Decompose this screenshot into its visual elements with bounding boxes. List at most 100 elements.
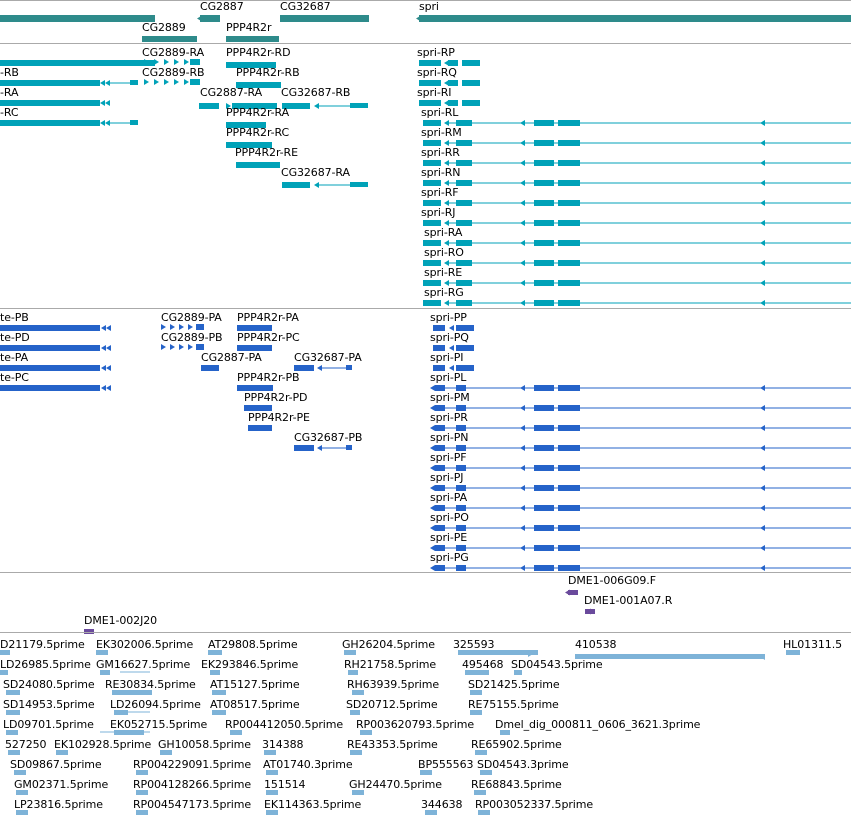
exon-block[interactable] bbox=[534, 120, 554, 126]
exon-block[interactable] bbox=[423, 140, 441, 146]
exon-block[interactable] bbox=[534, 260, 554, 266]
feature-label[interactable]: CG32687-PB bbox=[294, 431, 363, 444]
est-block[interactable] bbox=[350, 710, 360, 715]
feature-label[interactable]: spri-PM bbox=[430, 391, 470, 404]
exon-block[interactable] bbox=[456, 385, 466, 391]
exon-block[interactable] bbox=[237, 385, 273, 391]
est-label[interactable]: AT08517.5prime bbox=[210, 698, 300, 711]
feature-label[interactable]: CG2887-PA bbox=[201, 351, 262, 364]
exon-block[interactable] bbox=[448, 80, 458, 86]
gene-block[interactable] bbox=[142, 36, 197, 42]
est-block[interactable] bbox=[360, 730, 372, 735]
exon-block[interactable] bbox=[0, 385, 100, 391]
exon-block[interactable] bbox=[456, 160, 472, 166]
exon-block[interactable] bbox=[534, 405, 554, 411]
est-block[interactable] bbox=[8, 750, 20, 755]
exon-block[interactable] bbox=[456, 180, 472, 186]
exon-block[interactable] bbox=[433, 345, 445, 351]
exon-block[interactable] bbox=[462, 325, 474, 331]
exon-block[interactable] bbox=[435, 465, 445, 471]
exon-block[interactable] bbox=[534, 445, 554, 451]
exon-block[interactable] bbox=[534, 385, 554, 391]
exon-block[interactable] bbox=[435, 425, 445, 431]
exon-block[interactable] bbox=[0, 60, 100, 66]
exon-block[interactable] bbox=[534, 200, 554, 206]
exon-block[interactable] bbox=[100, 60, 155, 66]
est-label[interactable]: RP004229091.5prime bbox=[133, 758, 252, 771]
exon-block[interactable] bbox=[558, 465, 580, 471]
est-block[interactable] bbox=[470, 710, 482, 715]
feature-label[interactable]: spri-RR bbox=[421, 146, 460, 159]
est-block[interactable] bbox=[212, 710, 226, 715]
est-block[interactable] bbox=[0, 650, 10, 655]
exon-block[interactable] bbox=[435, 525, 445, 531]
feature-label[interactable]: CG2889-PB bbox=[161, 331, 223, 344]
exon-block[interactable] bbox=[190, 59, 200, 65]
feature-label[interactable]: spri-PE bbox=[430, 531, 468, 544]
est-block[interactable] bbox=[465, 670, 489, 675]
est-label[interactable]: SD04543.5prime bbox=[511, 658, 603, 671]
feature-label[interactable]: spri-RN bbox=[421, 166, 461, 179]
exon-block[interactable] bbox=[462, 80, 480, 86]
feature-label[interactable]: spri-RI bbox=[417, 86, 452, 99]
est-label[interactable]: SD09867.5prime bbox=[10, 758, 102, 771]
gene-block[interactable] bbox=[419, 15, 851, 22]
clone-label[interactable]: DME1-002J20 bbox=[84, 614, 158, 627]
est-label[interactable]: RE30834.5prime bbox=[105, 678, 196, 691]
feature-label[interactable]: spri-PI bbox=[430, 351, 464, 364]
est-block[interactable] bbox=[500, 730, 510, 735]
est-block[interactable] bbox=[266, 810, 278, 815]
exon-block[interactable] bbox=[433, 325, 445, 331]
clone-label[interactable]: DME1-006G09.F bbox=[568, 574, 656, 587]
exon-block[interactable] bbox=[0, 345, 100, 351]
clone-block[interactable] bbox=[568, 590, 578, 595]
est-block[interactable] bbox=[112, 690, 152, 695]
est-label[interactable]: EK102928.5prime bbox=[54, 738, 152, 751]
exon-block[interactable] bbox=[423, 280, 441, 286]
est-block[interactable] bbox=[470, 690, 482, 695]
feature-label[interactable]: -RC bbox=[0, 106, 19, 119]
gene-block[interactable] bbox=[0, 15, 155, 22]
feature-label[interactable]: CG2889-RB bbox=[142, 66, 205, 79]
feature-label[interactable]: PPP4R2r-RD bbox=[226, 46, 291, 59]
exon-block[interactable] bbox=[282, 182, 310, 188]
feature-label[interactable]: PPP4R2r-PA bbox=[237, 311, 299, 324]
exon-block[interactable] bbox=[196, 324, 204, 330]
exon-block[interactable] bbox=[534, 140, 554, 146]
est-block[interactable] bbox=[786, 650, 800, 655]
exon-block[interactable] bbox=[423, 300, 441, 306]
exon-block[interactable] bbox=[558, 240, 580, 246]
exon-block[interactable] bbox=[294, 365, 314, 371]
exon-block[interactable] bbox=[456, 485, 466, 491]
exon-block[interactable] bbox=[534, 545, 554, 551]
est-label[interactable]: RH21758.5prime bbox=[344, 658, 437, 671]
est-block[interactable] bbox=[0, 670, 8, 675]
est-block[interactable] bbox=[480, 770, 492, 775]
exon-block[interactable] bbox=[226, 62, 276, 68]
est-label[interactable]: AT29808.5prime bbox=[208, 638, 298, 651]
exon-block[interactable] bbox=[423, 180, 441, 186]
exon-block[interactable] bbox=[346, 445, 352, 450]
feature-label[interactable]: CG32687-PA bbox=[294, 351, 362, 364]
feature-label[interactable]: spri-PA bbox=[430, 491, 468, 504]
est-label[interactable]: LP23816.5prime bbox=[14, 798, 103, 811]
est-label[interactable]: D21179.5prime bbox=[0, 638, 85, 651]
est-block[interactable] bbox=[100, 670, 110, 675]
feature-label[interactable]: spri-PO bbox=[430, 511, 469, 524]
exon-block[interactable] bbox=[558, 280, 580, 286]
est-block[interactable] bbox=[208, 650, 222, 655]
exon-block[interactable] bbox=[226, 122, 266, 128]
est-label[interactable]: 314388 bbox=[262, 738, 304, 751]
feature-label[interactable]: spri-RO bbox=[424, 246, 464, 259]
est-label[interactable]: SD14953.5prime bbox=[3, 698, 95, 711]
est-block[interactable] bbox=[352, 790, 364, 795]
gene-label[interactable]: spri bbox=[419, 0, 439, 13]
exon-block[interactable] bbox=[558, 425, 580, 431]
feature-label[interactable]: spri-RQ bbox=[417, 66, 457, 79]
exon-block[interactable] bbox=[282, 103, 310, 109]
feature-label[interactable]: spri-RL bbox=[421, 106, 459, 119]
est-block[interactable] bbox=[350, 750, 362, 755]
exon-block[interactable] bbox=[0, 325, 100, 331]
exon-block[interactable] bbox=[237, 325, 272, 331]
est-label[interactable]: AT01740.3prime bbox=[263, 758, 353, 771]
